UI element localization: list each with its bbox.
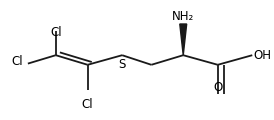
Text: OH: OH	[254, 49, 272, 62]
Text: NH₂: NH₂	[172, 10, 194, 23]
Text: O: O	[213, 81, 222, 94]
Text: Cl: Cl	[50, 26, 62, 39]
Polygon shape	[180, 24, 187, 55]
Text: Cl: Cl	[82, 98, 93, 111]
Text: Cl: Cl	[11, 55, 22, 68]
Text: S: S	[118, 58, 126, 71]
